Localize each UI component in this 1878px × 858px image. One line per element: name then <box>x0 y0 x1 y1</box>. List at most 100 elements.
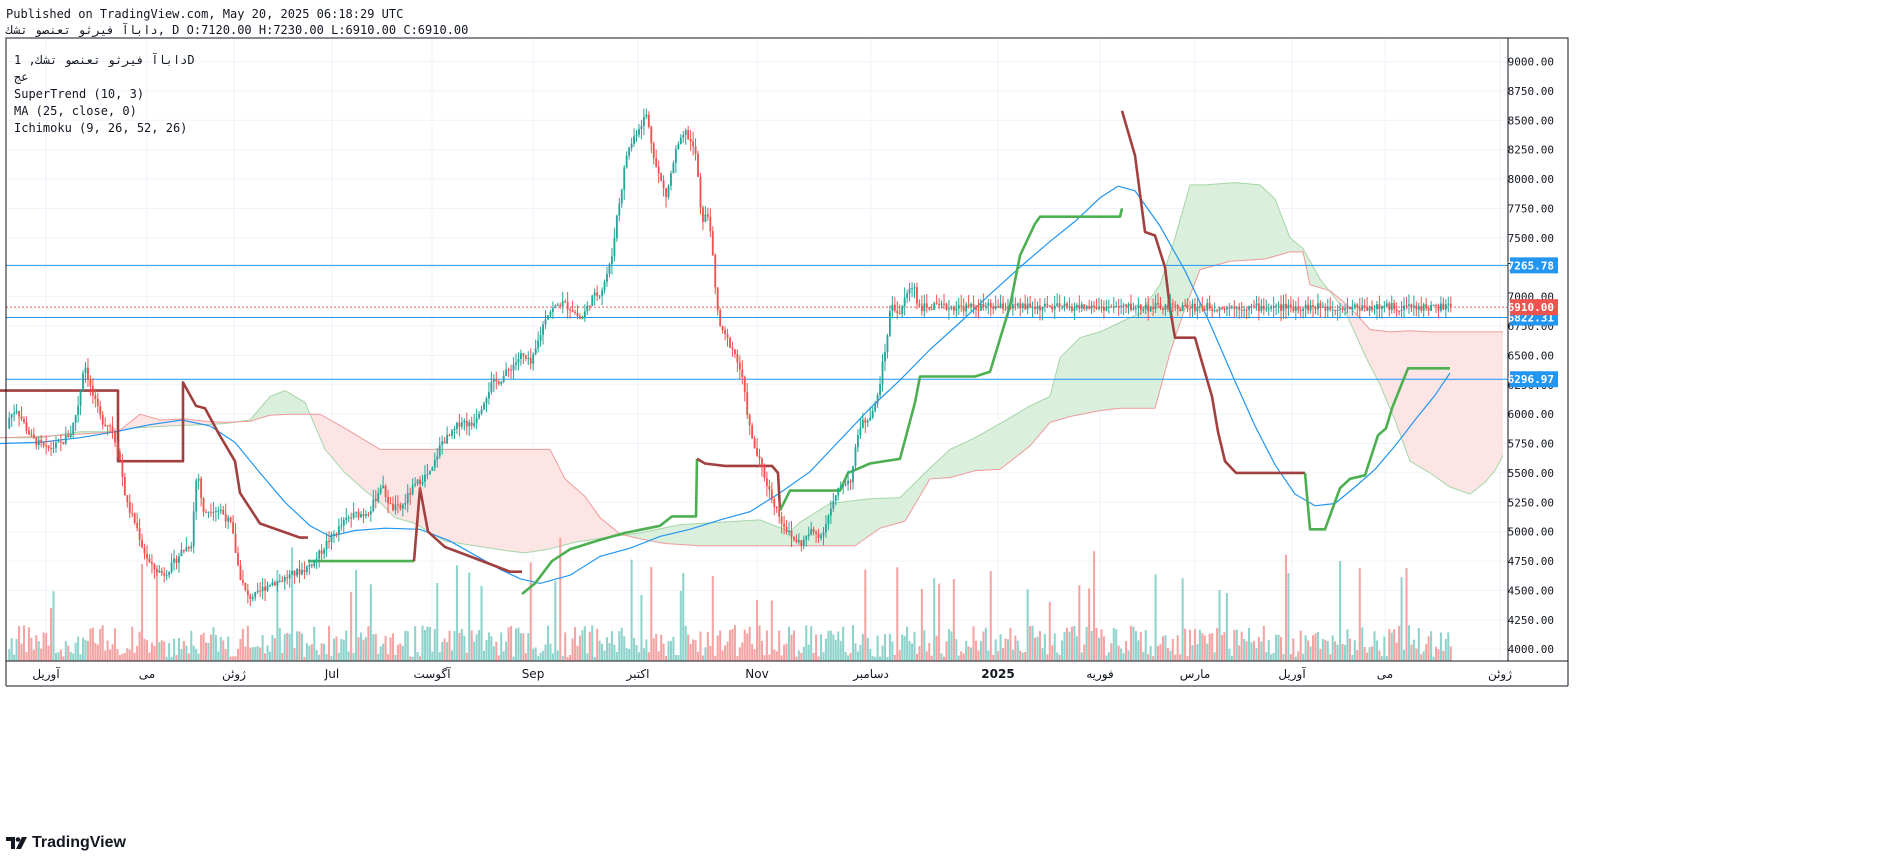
candle-body <box>446 434 449 444</box>
candle-body <box>797 540 800 543</box>
senkou-a-line <box>0 182 1504 554</box>
volume-bar <box>1380 656 1383 661</box>
candle-body <box>886 335 889 353</box>
candle-body <box>753 438 756 449</box>
candle-body <box>979 304 982 311</box>
legend-symbol[interactable]: داباآ فیرثو تعنصو تشك, 1D <box>14 53 195 67</box>
volume-bar <box>337 652 340 661</box>
volume-bar <box>815 634 818 661</box>
published-info: Published on TradingView.com, May 20, 20… <box>6 7 404 21</box>
candle-body <box>502 376 505 382</box>
candle-body <box>281 580 284 582</box>
candle-body <box>741 369 744 377</box>
volume-bar <box>657 651 660 661</box>
candle-body <box>1152 307 1155 310</box>
volume-bar <box>222 640 225 661</box>
candle-body <box>608 264 611 274</box>
candle-body <box>1393 303 1396 310</box>
volume-bar <box>367 626 370 661</box>
candle-body <box>337 526 340 535</box>
candle-body <box>576 312 579 317</box>
candle-body <box>1292 307 1295 312</box>
volume-bar <box>807 644 810 661</box>
volume-bar <box>396 644 399 661</box>
volume-bar <box>1211 633 1214 661</box>
supertrend-segment <box>1303 366 1450 531</box>
volume-bar <box>977 650 980 661</box>
volume-bar <box>660 634 663 661</box>
candle-body <box>27 430 30 435</box>
candle-body <box>146 553 148 559</box>
candle-body <box>955 308 958 311</box>
candle-body <box>1319 303 1322 308</box>
candle-body <box>544 319 547 325</box>
volume-bar <box>1341 643 1344 661</box>
candle-body <box>662 180 665 189</box>
supertrend-segment <box>521 458 699 596</box>
candle-body <box>72 422 75 435</box>
volume-bar <box>522 633 525 661</box>
volume-bar <box>438 652 441 661</box>
candle-body <box>283 577 286 582</box>
volume-bar <box>313 626 316 661</box>
legend-ichimoku[interactable]: Ichimoku (9, 26, 52, 26) <box>14 121 188 135</box>
candle-body <box>328 540 330 543</box>
candle-body <box>1206 303 1209 311</box>
volume-bar <box>662 643 665 661</box>
candle-body <box>856 435 859 448</box>
candle-body <box>989 303 992 307</box>
volume-bar <box>512 656 515 661</box>
volume-bar <box>586 653 589 661</box>
candle-body <box>1134 307 1137 309</box>
volume-bar <box>1097 637 1101 661</box>
volume-bar <box>268 651 272 661</box>
volume-bar <box>1164 635 1167 661</box>
candle-body <box>561 301 564 306</box>
candle-body <box>795 539 798 543</box>
candle-body <box>793 536 795 540</box>
legend-ma[interactable]: MA (25, close, 0) <box>14 104 137 118</box>
volume-bar <box>578 635 581 661</box>
volume-bar <box>25 652 28 661</box>
volume-bar <box>1002 647 1005 661</box>
tradingview-logo[interactable]: TradingView <box>6 834 126 852</box>
legend-supertrend[interactable]: SuperTrend (10, 3) <box>14 87 145 101</box>
candle-body <box>1203 308 1206 311</box>
candle-body <box>269 585 271 587</box>
candle-body <box>716 287 719 311</box>
candle-body <box>1009 308 1012 310</box>
volume-bar <box>273 638 276 661</box>
volume-bar <box>372 634 375 661</box>
volume-bar <box>20 643 23 661</box>
candle-body <box>224 514 227 522</box>
volume-bar <box>573 627 577 661</box>
candle-body <box>655 158 658 167</box>
volume-bar <box>1363 647 1366 661</box>
volume-bar <box>13 654 16 661</box>
candle-body <box>207 511 210 513</box>
cloud-area <box>120 414 240 432</box>
volume-bar <box>911 643 914 661</box>
volume-bar <box>35 635 38 661</box>
volume-bar <box>266 645 269 661</box>
volume-bar <box>1252 640 1256 661</box>
candle-body <box>724 330 727 335</box>
volume-bar <box>1403 649 1406 661</box>
volume-bar <box>1201 633 1204 661</box>
volume-bar <box>1166 648 1169 661</box>
candle-body <box>852 466 854 483</box>
volume-bar <box>1157 645 1160 661</box>
volume-bar <box>271 635 274 661</box>
candle-body <box>896 310 899 314</box>
candle-body <box>999 303 1002 308</box>
volume-bar <box>608 642 611 661</box>
volume-bar <box>728 630 732 661</box>
candle-body <box>854 447 857 467</box>
candle-body <box>106 425 109 427</box>
candle-body <box>574 312 576 314</box>
volume-bar <box>529 562 532 661</box>
candle-body <box>1171 303 1174 305</box>
volume-bar <box>802 646 805 661</box>
candle-body <box>1260 305 1263 312</box>
